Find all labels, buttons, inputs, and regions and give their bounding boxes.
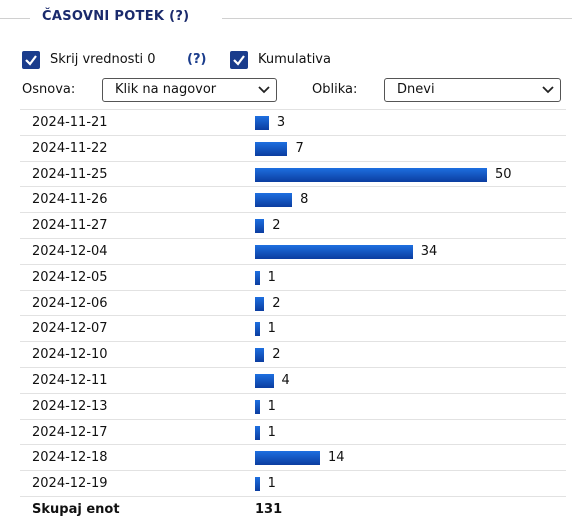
row-divider	[20, 109, 566, 110]
row-divider	[20, 263, 566, 265]
select-value: Dnevi	[397, 82, 435, 97]
bar	[255, 270, 260, 285]
row-divider	[20, 134, 566, 136]
date-cell: 2024-12-19	[32, 476, 108, 492]
bar	[255, 374, 274, 388]
row-divider	[20, 392, 566, 394]
bar	[255, 245, 413, 259]
date-cell: 2024-12-10	[32, 347, 108, 363]
value-label: 4	[281, 373, 290, 388]
row-divider	[20, 212, 566, 214]
date-cell: 2024-11-26	[32, 192, 108, 208]
row-divider	[20, 160, 566, 162]
checkbox[interactable]	[22, 51, 40, 69]
checkbox-label: Skrij vrednosti 0	[50, 52, 156, 67]
date-cell: 2024-12-05	[32, 269, 108, 285]
date-cell: 2024-12-11	[32, 373, 108, 388]
bar	[255, 296, 265, 311]
bar	[255, 425, 260, 440]
divider	[0, 18, 30, 19]
date-cell: 2024-11-27	[32, 218, 108, 234]
bar	[255, 219, 265, 234]
date-cell: 2024-12-04	[32, 244, 108, 259]
date-cell: 2024-11-25	[32, 166, 108, 182]
value-label: 3	[276, 115, 286, 130]
date-cell: 2024-12-07	[32, 321, 108, 337]
value-label: 2	[272, 347, 281, 363]
bar	[255, 477, 260, 492]
divider	[222, 18, 572, 19]
value-label: 1	[267, 476, 276, 492]
bar	[255, 167, 487, 182]
value-label: 2	[272, 218, 281, 234]
panel-title: ČASOVNI POTEK (?)	[42, 9, 190, 24]
value-label: 1	[267, 269, 276, 285]
row-divider	[20, 470, 566, 472]
checkbox-label: Kumulativa	[258, 52, 331, 67]
select[interactable]: Klik na nagovor	[102, 78, 277, 102]
row-divider	[20, 367, 566, 368]
help-link[interactable]: (?)	[187, 52, 207, 67]
bar	[255, 451, 320, 466]
select-label: Oblika:	[312, 82, 358, 97]
date-cell: 2024-12-18	[32, 450, 108, 466]
date-cell: 2024-12-17	[32, 424, 108, 440]
bar	[255, 141, 288, 156]
date-cell: 2024-11-22	[32, 140, 108, 156]
row-divider	[20, 315, 566, 317]
row-divider	[20, 238, 566, 239]
bar	[255, 348, 265, 363]
bar	[255, 399, 260, 414]
total-label: Skupaj enot	[32, 502, 120, 517]
row-divider	[20, 444, 566, 446]
row-divider	[20, 341, 566, 343]
total-value: 131	[255, 502, 283, 517]
value-label: 7	[295, 140, 304, 156]
bar	[255, 322, 260, 337]
select[interactable]: Dnevi	[384, 78, 561, 102]
value-label: 2	[272, 295, 281, 311]
row-divider	[20, 496, 566, 497]
bar	[255, 116, 269, 130]
row-divider	[20, 289, 566, 291]
value-label: 1	[267, 398, 276, 414]
row-divider	[20, 186, 566, 188]
date-cell: 2024-12-06	[32, 295, 108, 311]
date-cell: 2024-11-21	[32, 115, 108, 130]
checkbox[interactable]	[230, 51, 248, 69]
date-cell: 2024-12-13	[32, 398, 108, 414]
row-divider	[20, 418, 566, 420]
bar	[255, 193, 293, 208]
value-label: 14	[327, 450, 345, 466]
select-label: Osnova:	[22, 82, 76, 97]
value-label: 8	[300, 192, 309, 208]
value-label: 34	[420, 244, 438, 259]
value-label: 1	[267, 321, 276, 337]
select-value: Klik na nagovor	[115, 82, 217, 97]
value-label: 1	[267, 424, 276, 440]
value-label: 50	[495, 166, 512, 182]
